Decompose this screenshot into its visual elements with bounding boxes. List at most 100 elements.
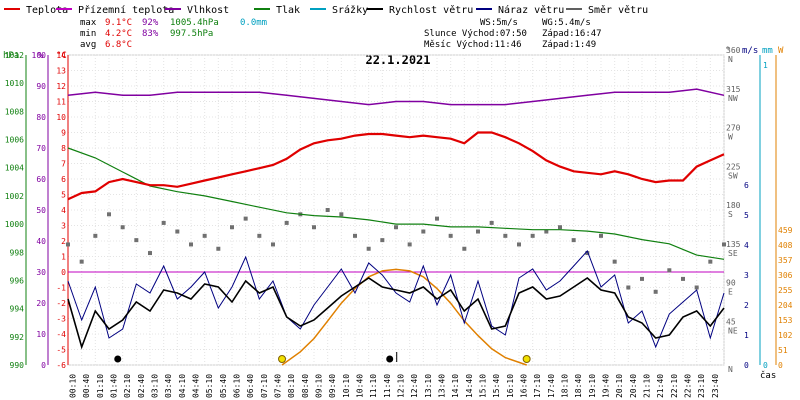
hpa-tick-label: 1002 — [5, 192, 24, 201]
stat-value: 9.1°C — [105, 18, 132, 28]
stat-value: 1005.4hPa — [170, 18, 219, 28]
temp-tick-label: 9 — [61, 129, 66, 138]
dir-tick-degrees: 270 — [726, 124, 741, 133]
time-tick-label: 10:40 — [356, 374, 365, 398]
temp-tick-label: 2 — [61, 237, 66, 246]
hpa-tick-label: 1006 — [5, 136, 24, 145]
time-tick-label: 10:10 — [342, 374, 351, 398]
hpa-tick-label: 1000 — [5, 220, 24, 229]
wind-direction-point — [681, 276, 685, 281]
time-tick-label: 12:10 — [397, 374, 406, 398]
temp-tick-label: 6 — [61, 175, 66, 184]
wind-direction-point — [189, 242, 193, 247]
stats-panel: max 9.1°C 92% 1005.4hPa 0.0mm min 4.2°C 83% 997.… — [80, 18, 602, 67]
wind-direction-point — [284, 220, 289, 225]
w-tick-label: 459 — [778, 226, 793, 235]
legend-label: Tlak — [276, 5, 300, 16]
mm-unit: mm — [762, 46, 773, 56]
pct-tick-label: 90 — [36, 82, 46, 91]
pct-tick-label: 30 — [36, 268, 46, 277]
wind-direction-point — [202, 233, 207, 238]
wind-direction-point — [708, 259, 713, 264]
wind-direction-point — [667, 268, 672, 273]
legend-label: Přízemní teplota — [78, 4, 174, 16]
wind-direction-point — [407, 242, 412, 247]
stat-value: avg — [80, 40, 96, 50]
hpa-tick-label: 1008 — [5, 107, 24, 116]
dir-tick-name: NW — [728, 94, 738, 103]
ms-tick-label: 4 — [744, 241, 749, 250]
temp-tick-label: -3 — [56, 315, 66, 324]
moonset-marker — [114, 355, 122, 363]
stat-value: max — [80, 18, 97, 28]
pct-tick-label: 20 — [36, 299, 46, 308]
time-tick-label: 06:40 — [246, 374, 255, 398]
temp-tick-label: -5 — [56, 346, 66, 355]
wind-direction-point — [134, 238, 139, 243]
temp-tick-label: 5 — [61, 191, 66, 200]
dir-tick-name: N — [728, 55, 733, 64]
wind-direction-point — [626, 285, 631, 290]
dir-tick-name: W — [728, 133, 733, 142]
time-tick-label: 12:40 — [410, 374, 419, 398]
time-tick-label: 22:40 — [684, 374, 693, 398]
wind-direction-point — [230, 225, 234, 230]
pct-tick-label: 40 — [36, 237, 46, 246]
pct-tick-label: 80 — [36, 113, 46, 122]
plot-area — [66, 88, 726, 366]
time-tick-label: 16:10 — [506, 374, 515, 398]
time-tick-label: 03:40 — [164, 374, 173, 398]
wind-direction-point — [421, 229, 426, 234]
time-tick-label: 15:10 — [479, 374, 488, 398]
ms-unit: m/s — [742, 46, 758, 56]
pct-tick-label: 50 — [36, 206, 46, 215]
wind-direction-point — [353, 233, 357, 238]
time-tick-label: 14:40 — [465, 374, 474, 398]
temp-tick-label: 14 — [56, 51, 66, 60]
hpa-tick-label: 996 — [10, 276, 25, 285]
temp-tick-label: 11 — [56, 98, 66, 107]
wind-direction-point — [394, 225, 398, 230]
wind-direction-point — [175, 229, 180, 234]
wind-direction-point — [462, 246, 467, 251]
time-tick-label: 14:10 — [451, 374, 460, 398]
wind-direction-point — [448, 233, 453, 238]
temp-tick-label: 4 — [61, 206, 66, 215]
temp-tick-label: 8 — [61, 144, 66, 153]
ms-tick-label: 6 — [744, 181, 749, 190]
wind-direction-point — [120, 225, 125, 230]
time-tick-label: 21:10 — [643, 374, 652, 398]
pct-tick-label: 0 — [41, 361, 46, 370]
wind-direction-point — [216, 246, 221, 251]
moon-rise-info: Měsíc Východ:11:46 — [424, 40, 522, 50]
dir-tick-name: E — [728, 288, 733, 297]
wind-direction-point — [476, 229, 480, 234]
w-tick-label: 204 — [778, 301, 793, 310]
w-tick-label: 255 — [778, 286, 793, 295]
sun-rise-info: Slunce Východ:07:50 — [424, 29, 527, 39]
wind-direction-point — [585, 251, 590, 256]
pct-tick-label: 70 — [36, 144, 46, 153]
wind-direction-point — [66, 242, 70, 247]
wind-direction-point — [503, 233, 508, 238]
wind-direction-point — [148, 251, 152, 256]
wind-direction-point — [257, 233, 262, 238]
w-tick-label: 357 — [778, 256, 793, 265]
w-tick-label: 153 — [778, 316, 793, 325]
time-tick-label: 03:10 — [151, 374, 160, 398]
wind-direction-point — [489, 220, 494, 225]
wind-direction-point — [243, 216, 248, 221]
time-tick-label: 06:10 — [233, 374, 242, 398]
time-tick-label: 16:40 — [520, 374, 529, 398]
dir-tick-name: N — [728, 365, 733, 374]
hpa-tick-label: 998 — [10, 248, 25, 257]
wind-speed-info: WS:5m/s — [480, 18, 518, 28]
time-tick-label: 13:10 — [424, 374, 433, 398]
temp-tick-label: 7 — [61, 160, 66, 169]
mm-tick-label: 0 — [763, 361, 768, 370]
solar-radiation-curve — [281, 268, 527, 366]
ms-tick-label: 0 — [744, 361, 749, 370]
time-tick-label: 13:40 — [438, 374, 447, 398]
hpa-tick-label: 994 — [10, 305, 25, 314]
